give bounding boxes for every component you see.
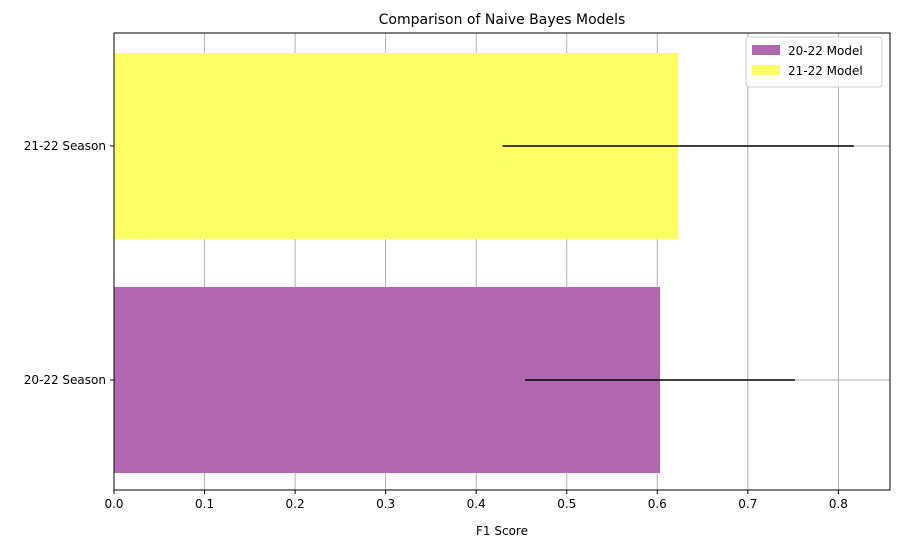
- x-tick-label: 0.4: [467, 497, 486, 511]
- x-tick-label: 0.2: [286, 497, 305, 511]
- error-bars: [502, 145, 854, 381]
- y-axis: 20-22 Season 21-22 Season: [24, 139, 114, 387]
- x-axis-label: F1 Score: [476, 524, 528, 538]
- x-tick-label: 0.6: [648, 497, 667, 511]
- x-tick-label: 0.1: [195, 497, 214, 511]
- chart-title: Comparison of Naive Bayes Models: [379, 12, 626, 28]
- legend: 20-22 Model 21-22 Model: [745, 36, 883, 88]
- legend-swatch: [752, 65, 780, 75]
- legend-swatch: [752, 45, 780, 55]
- x-tick-label: 0.0: [104, 497, 123, 511]
- x-tick-label: 0.5: [557, 497, 576, 511]
- y-tick-label: 20-22 Season: [24, 373, 106, 387]
- x-tick-label: 0.8: [829, 497, 848, 511]
- x-axis: 0.0 0.1 0.2 0.3 0.4 0.5 0.6 0.7 0.8: [104, 490, 848, 511]
- legend-label: 21-22 Model: [788, 64, 863, 78]
- plot-frame: [113, 32, 891, 491]
- x-tick-label: 0.3: [376, 497, 395, 511]
- legend-label: 20-22 Model: [788, 44, 863, 58]
- y-tick-label: 21-22 Season: [24, 139, 106, 153]
- x-tick-label: 0.7: [738, 497, 757, 511]
